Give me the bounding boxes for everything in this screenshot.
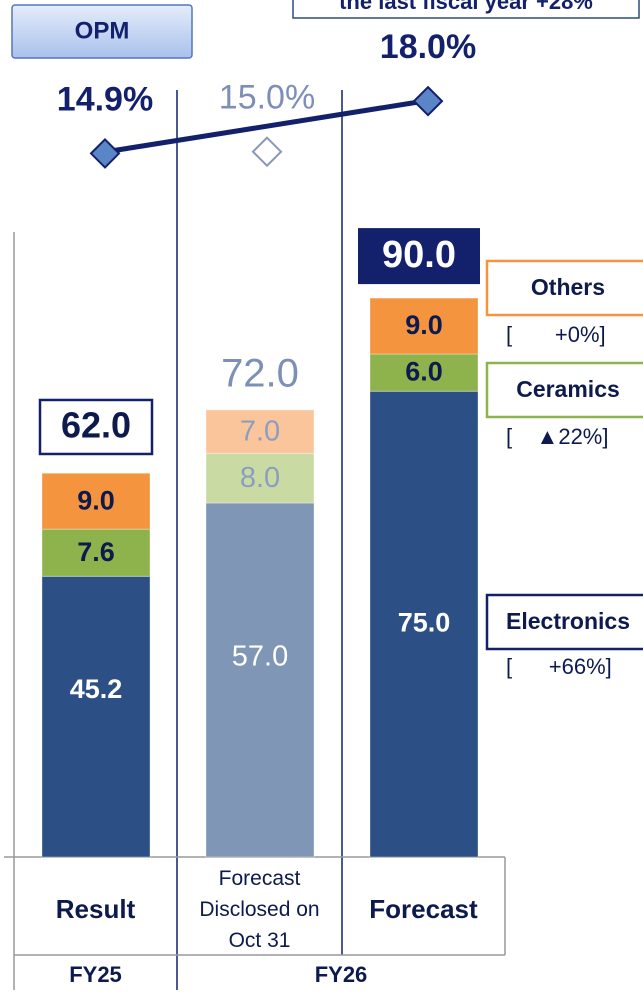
opm-label: 14.9%: [57, 80, 153, 118]
segment-label: 45.2: [70, 674, 123, 704]
segment-label: 8.0: [240, 462, 280, 494]
opm-label: 15.0%: [219, 79, 315, 117]
x-tick-label: Forecast Disclosed on Oct 31: [199, 866, 320, 952]
opm-box: [11, 4, 193, 59]
change-label: [ +66%]: [506, 654, 612, 679]
opm-marker: [412, 85, 444, 117]
group-label: FY25: [69, 962, 122, 987]
annotation: the last fiscal year +28%: [339, 0, 593, 14]
bar-segment: [369, 390, 479, 858]
x-tick-label: Forecast: [369, 893, 478, 924]
segment-label: 57.0: [232, 641, 288, 673]
legend-box: [485, 593, 643, 651]
legend-box: [485, 259, 643, 317]
bar-segment: [41, 528, 151, 577]
group-label: FY26: [314, 962, 368, 987]
bar-segment: [205, 409, 315, 454]
segment-label: 9.0: [405, 310, 443, 340]
opm-line: [95, 98, 425, 156]
legend-box: [485, 361, 643, 419]
segment-label: 9.0: [77, 485, 115, 515]
total-box: [358, 228, 480, 285]
total-label: 90.0: [382, 234, 456, 276]
legend-label: Others: [531, 274, 605, 300]
bar-segment: [41, 472, 151, 530]
change-label: [ ▲22%]: [506, 424, 609, 449]
segment-label: 6.0: [405, 357, 443, 387]
bar-segment: [369, 297, 479, 355]
opm-marker: [89, 137, 121, 169]
bar-segment: [41, 575, 151, 858]
bar-segment: [369, 353, 479, 392]
change-label: [ +0%]: [506, 322, 606, 347]
segment-label: 7.6: [77, 537, 115, 567]
segment-label: 75.0: [398, 607, 451, 637]
total-box: [38, 398, 154, 456]
opm-title: OPM: [75, 17, 130, 44]
segment-label: 7.0: [240, 415, 280, 447]
opm-marker: [251, 136, 283, 168]
total-label: 62.0: [61, 404, 131, 445]
bar-segment: [205, 502, 315, 858]
x-tick-label: Result: [55, 893, 136, 924]
opm-label: 18.0%: [380, 28, 476, 66]
legend-label: Electronics: [506, 608, 630, 634]
annotation-box: [292, 0, 640, 19]
total-label: 72.0: [221, 351, 299, 395]
legend-label: Ceramics: [516, 376, 620, 402]
bar-segment: [205, 452, 315, 504]
